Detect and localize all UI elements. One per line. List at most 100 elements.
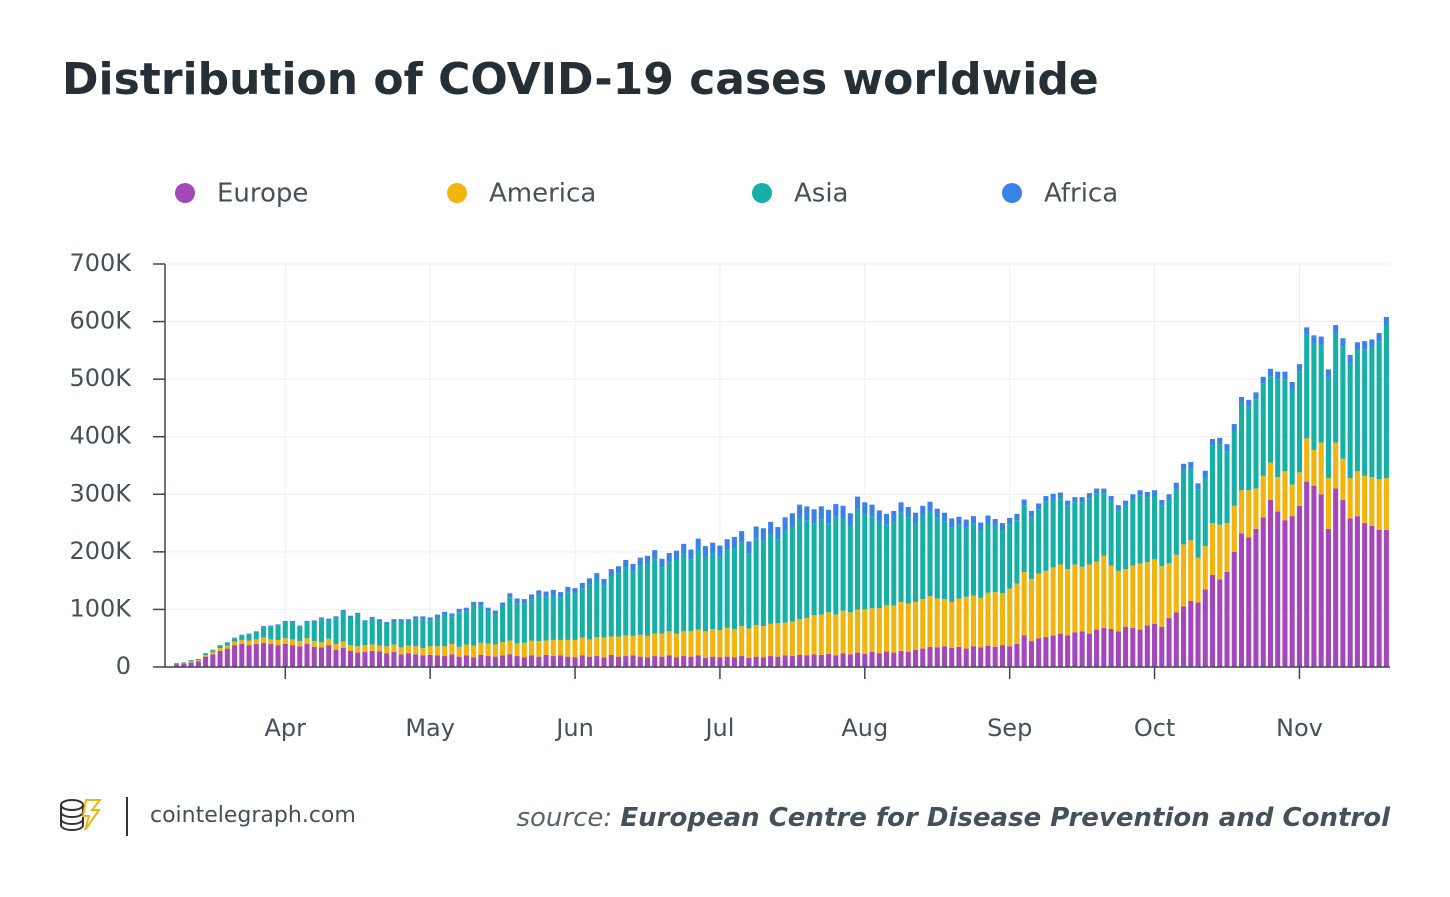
bar-segment xyxy=(1217,524,1223,580)
bar-segment xyxy=(347,615,354,618)
bar-segment xyxy=(1079,631,1085,667)
bar-segment xyxy=(297,626,303,642)
bar-segment xyxy=(282,638,288,644)
bar-segment xyxy=(753,624,759,657)
bar-segment xyxy=(999,593,1005,646)
bar-segment xyxy=(847,513,853,526)
bar-segment xyxy=(572,657,578,667)
bar-segment xyxy=(1304,327,1310,335)
bar-segment xyxy=(492,614,498,645)
x-tick-label: Jul xyxy=(703,714,734,742)
bar-segment xyxy=(1238,533,1245,667)
bar-segment xyxy=(637,565,643,635)
bar-segment xyxy=(702,631,708,658)
bar-segment xyxy=(1173,554,1179,613)
bar-segment xyxy=(826,509,832,524)
bar-segment xyxy=(876,521,882,609)
bar-segment xyxy=(768,534,774,624)
bar-segment xyxy=(261,626,267,628)
bar-segment xyxy=(405,621,411,646)
bar-segment xyxy=(340,611,346,642)
bar-segment xyxy=(232,645,238,667)
brand-logo xyxy=(60,797,128,836)
bar-segment xyxy=(514,656,520,667)
bar-segment xyxy=(521,603,527,643)
bar-segment xyxy=(833,504,839,517)
bar-segment xyxy=(731,548,737,630)
bar-segment xyxy=(1137,629,1143,667)
bar-segment xyxy=(1224,572,1230,667)
legend-label: America xyxy=(489,179,596,209)
bar-segment xyxy=(666,631,672,656)
bar-segment xyxy=(427,654,433,667)
bar-segment xyxy=(333,643,339,650)
bar-segment xyxy=(775,539,781,624)
bar-segment xyxy=(1376,341,1382,480)
bar-segment xyxy=(1340,458,1346,501)
bar-segment xyxy=(1173,482,1179,489)
bar-segment xyxy=(891,652,897,667)
bar-segment xyxy=(847,654,853,667)
bar-segment xyxy=(1137,563,1143,630)
bar-segment xyxy=(420,648,426,656)
bar-segment xyxy=(558,639,564,656)
bar-segment xyxy=(775,623,781,657)
bar-segment xyxy=(1333,488,1339,667)
bar-segment xyxy=(333,649,339,667)
bar-segment xyxy=(1043,496,1049,502)
bar-segment xyxy=(1050,567,1056,636)
legend-label: Europe xyxy=(217,179,308,209)
bar-segment xyxy=(652,633,658,657)
bar-segment xyxy=(1253,392,1259,400)
bar-segment xyxy=(232,641,238,646)
x-tick-label: May xyxy=(405,714,455,742)
bar-segment xyxy=(652,656,658,667)
bar-segment xyxy=(811,509,817,524)
bar-segment xyxy=(594,637,600,657)
bar-segment xyxy=(369,650,375,667)
bar-segment xyxy=(1231,424,1237,431)
bar-segment xyxy=(434,646,440,656)
bar-segment xyxy=(463,611,469,645)
bar-segment xyxy=(514,598,520,604)
bar-segment xyxy=(912,601,919,650)
bar-segment xyxy=(239,643,245,667)
bar-segment xyxy=(1007,588,1013,647)
bar-segment xyxy=(1159,626,1165,667)
bar-segment xyxy=(949,527,955,602)
bar-segment xyxy=(652,550,658,559)
bar-segment xyxy=(775,527,781,540)
bar-segment xyxy=(1181,544,1187,607)
bar-segment xyxy=(536,641,542,657)
bar-segment xyxy=(739,656,745,667)
bar-segment xyxy=(891,510,897,522)
bar-segment xyxy=(1209,574,1216,667)
bar-segment xyxy=(1014,513,1020,521)
bar-segment xyxy=(934,517,940,599)
source-name: European Centre for Disease Prevention a… xyxy=(620,803,1391,833)
bar-segment xyxy=(1362,475,1368,524)
bar-segment xyxy=(1260,475,1266,518)
bar-segment xyxy=(355,646,361,653)
bar-segment xyxy=(891,605,897,653)
bar-segment xyxy=(507,654,513,667)
bar-segment xyxy=(232,637,238,639)
bar-segment xyxy=(318,617,325,620)
bar-segment xyxy=(1115,570,1121,632)
bar-segment xyxy=(536,595,542,642)
bar-segment xyxy=(485,643,491,657)
bar-segment xyxy=(572,639,578,658)
bar-segment xyxy=(1130,494,1136,500)
bar-segment xyxy=(608,636,614,655)
bar-segment xyxy=(1072,497,1078,503)
bar-segment xyxy=(717,545,723,557)
bar-segment xyxy=(1188,540,1194,601)
bar-segment xyxy=(529,640,535,656)
bar-segment xyxy=(1159,566,1165,627)
bar-segment xyxy=(326,638,332,646)
bar-segment xyxy=(1065,635,1071,667)
bar-segment xyxy=(920,599,926,649)
bar-segment xyxy=(768,656,774,667)
bar-segment xyxy=(681,656,687,667)
bar-segment xyxy=(413,654,419,667)
